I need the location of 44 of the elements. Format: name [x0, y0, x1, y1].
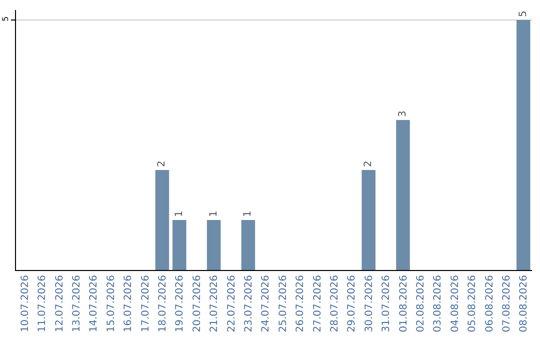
x-tick-label: 24.07.2026	[260, 275, 272, 332]
x-tick-label: 28.07.2026	[329, 275, 340, 332]
data-label: 3	[398, 110, 408, 117]
data-label: 2	[156, 160, 168, 167]
x-tick-label: 08.08.2026	[518, 275, 530, 332]
x-tick-label: 02.08.2026	[415, 275, 426, 332]
bar	[362, 170, 376, 270]
bar	[396, 120, 410, 270]
x-tick-label: 20.07.2026	[192, 275, 203, 332]
x-tick-label: 11.07.2026	[37, 275, 48, 332]
bar	[155, 170, 170, 270]
x-tick-label: 21.07.2026	[209, 275, 220, 332]
x-tick-label: 03.08.2026	[432, 275, 444, 332]
x-tick-label: 27.07.2026	[312, 275, 324, 332]
x-tick-label: 01.08.2026	[398, 275, 410, 332]
x-tick-label: 17.07.2026	[140, 275, 152, 332]
x-tick-label: 29.07.2026	[346, 275, 358, 332]
x-tick-label: 05.08.2026	[467, 275, 478, 332]
data-label: 1	[208, 210, 220, 217]
x-tick-label: 18.07.2026	[157, 275, 168, 332]
bar	[516, 20, 530, 270]
x-tick-label: 22.07.2026	[226, 275, 238, 332]
x-tick-label: 23.07.2026	[243, 275, 254, 332]
data-label: 1	[174, 210, 185, 217]
x-tick-label: 07.08.2026	[501, 275, 512, 332]
data-label: 2	[363, 160, 374, 167]
x-tick-label: 30.07.2026	[364, 275, 375, 332]
x-tick-label: 10.07.2026	[20, 275, 31, 332]
bar	[241, 220, 256, 270]
data-label: 1	[242, 210, 254, 217]
x-tick-label: 13.07.2026	[71, 275, 82, 332]
bar	[172, 220, 186, 270]
x-tick-label: 26.07.2026	[295, 275, 306, 332]
x-tick-label: 15.07.2026	[106, 275, 117, 332]
x-tick-label: 25.07.2026	[278, 275, 289, 332]
data-label: 5	[518, 10, 529, 17]
x-tick-label: 14.07.2026	[88, 275, 100, 332]
x-tick-label: 19.07.2026	[174, 275, 186, 332]
x-tick-label: 06.08.2026	[484, 275, 496, 332]
x-tick-label: 04.08.2026	[450, 275, 461, 332]
x-tick-label: 31.07.2026	[381, 275, 392, 332]
bar	[206, 220, 221, 270]
x-tick-label: 12.07.2026	[54, 275, 66, 332]
x-tick-label: 16.07.2026	[123, 275, 134, 332]
